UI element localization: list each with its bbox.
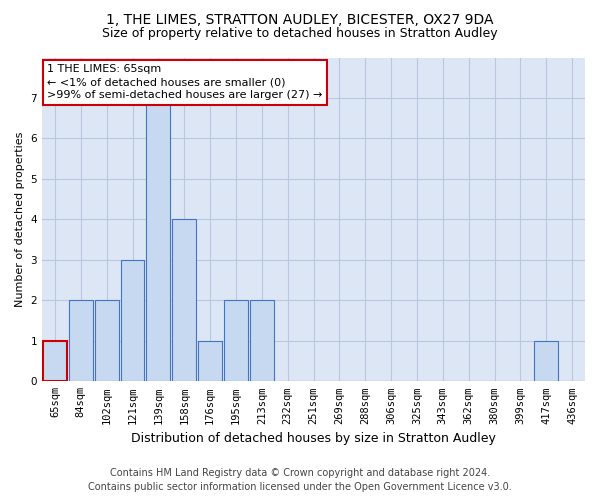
Text: 1 THE LIMES: 65sqm
← <1% of detached houses are smaller (0)
>99% of semi-detache: 1 THE LIMES: 65sqm ← <1% of detached hou… — [47, 64, 323, 100]
Bar — [146, 98, 170, 382]
X-axis label: Distribution of detached houses by size in Stratton Audley: Distribution of detached houses by size … — [131, 432, 496, 445]
Text: Size of property relative to detached houses in Stratton Audley: Size of property relative to detached ho… — [102, 28, 498, 40]
Text: Contains HM Land Registry data © Crown copyright and database right 2024.
Contai: Contains HM Land Registry data © Crown c… — [88, 468, 512, 492]
Bar — [43, 341, 67, 382]
Text: 1, THE LIMES, STRATTON AUDLEY, BICESTER, OX27 9DA: 1, THE LIMES, STRATTON AUDLEY, BICESTER,… — [106, 12, 494, 26]
Bar — [198, 341, 222, 382]
Bar — [121, 260, 145, 382]
Bar — [250, 300, 274, 382]
Bar — [535, 341, 558, 382]
Y-axis label: Number of detached properties: Number of detached properties — [15, 132, 25, 307]
Bar — [69, 300, 93, 382]
Bar — [172, 220, 196, 382]
Bar — [95, 300, 119, 382]
Bar — [224, 300, 248, 382]
